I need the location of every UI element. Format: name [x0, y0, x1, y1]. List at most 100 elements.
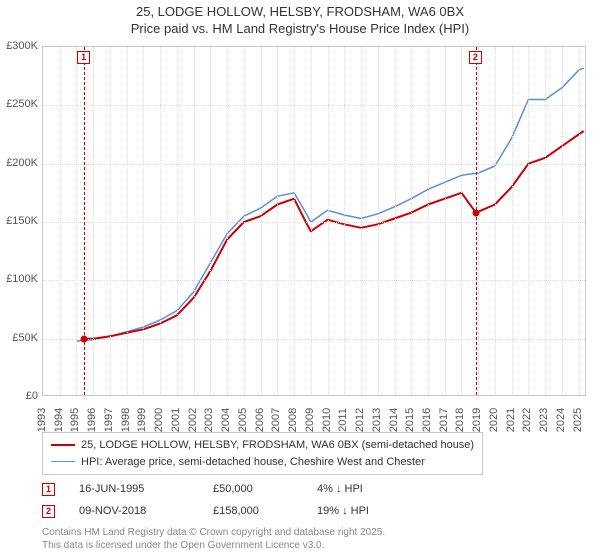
- x-axis-label: 2010: [321, 408, 333, 432]
- series-hpi: [77, 68, 584, 341]
- gridline-v: [344, 47, 345, 395]
- sale-date: 16-JUN-1995: [79, 483, 189, 495]
- legend-swatch: [51, 444, 75, 446]
- x-axis-label: 1996: [86, 408, 98, 432]
- x-axis-label: 1994: [53, 408, 65, 432]
- x-axis-label: 2017: [438, 408, 450, 432]
- legend-label: HPI: Average price, semi-detached house,…: [81, 454, 425, 471]
- gridline-v: [294, 47, 295, 395]
- gridline-v: [495, 47, 496, 395]
- y-axis-label: £0: [26, 390, 38, 402]
- x-axis-label: 2015: [404, 408, 416, 432]
- gridline-v: [143, 47, 144, 395]
- gridline-v: [110, 47, 111, 395]
- gridline-v: [60, 47, 61, 395]
- gridline-v: [177, 47, 178, 395]
- x-axis-label: 2006: [254, 408, 266, 432]
- gridline-v: [361, 47, 362, 395]
- x-axis-label: 2021: [505, 408, 517, 432]
- gridline-v: [244, 47, 245, 395]
- gridline-v: [210, 47, 211, 395]
- x-axis-label: 2002: [187, 408, 199, 432]
- x-axis-label: 2003: [203, 408, 215, 432]
- sale-dot-icon: [81, 335, 88, 342]
- gridline-v: [428, 47, 429, 395]
- footer-line-2: This data is licensed under the Open Gov…: [42, 539, 385, 552]
- gridline-v: [411, 47, 412, 395]
- x-axis-label: 2016: [421, 408, 433, 432]
- sale-price: £158,000: [213, 505, 293, 517]
- sale-marker-vline: [84, 47, 85, 395]
- x-axis-label: 2001: [170, 408, 182, 432]
- chart-area: 12 £0£50K£100K£150K£200K£250K£300K199319…: [42, 46, 586, 396]
- gridline-v: [160, 47, 161, 395]
- gridline-v: [261, 47, 262, 395]
- sale-delta: 19% ↓ HPI: [317, 505, 407, 517]
- x-axis-label: 2007: [270, 408, 282, 432]
- sale-marker-box: 1: [77, 51, 90, 64]
- x-axis-label: 1995: [69, 408, 81, 432]
- gridline-v: [445, 47, 446, 395]
- y-axis-label: £150K: [6, 215, 38, 227]
- gridline-v: [545, 47, 546, 395]
- gridline-v: [227, 47, 228, 395]
- legend-row: 25, LODGE HOLLOW, HELSBY, FRODSHAM, WA6 …: [51, 437, 474, 454]
- gridline-v: [562, 47, 563, 395]
- x-axis-label: 2004: [220, 408, 232, 432]
- x-axis-label: 2014: [388, 408, 400, 432]
- x-axis-label: 1998: [120, 408, 132, 432]
- y-axis-label: £100K: [6, 273, 38, 285]
- y-axis-label: £200K: [6, 157, 38, 169]
- gridline-v: [194, 47, 195, 395]
- x-axis-label: 2000: [153, 408, 165, 432]
- gridline-v: [127, 47, 128, 395]
- x-axis-label: 2018: [454, 408, 466, 432]
- x-axis-label: 1997: [103, 408, 115, 432]
- sale-row: 2 09-NOV-2018 £158,000 19% ↓ HPI: [42, 500, 407, 522]
- gridline-v: [512, 47, 513, 395]
- series-price_paid: [84, 131, 584, 339]
- x-axis-label: 2020: [488, 408, 500, 432]
- y-axis-label: £250K: [6, 98, 38, 110]
- x-axis-label: 2019: [471, 408, 483, 432]
- sale-dot-icon: [472, 209, 479, 216]
- plot-region: 12: [42, 46, 586, 396]
- y-axis-label: £300K: [6, 40, 38, 52]
- x-axis-label: 1999: [136, 408, 148, 432]
- title-line-2: Price paid vs. HM Land Registry's House …: [0, 21, 600, 38]
- sale-marker-box: 2: [469, 51, 482, 64]
- x-axis-label: 2011: [337, 408, 349, 432]
- gridline-h: [43, 164, 585, 165]
- gridline-v: [579, 47, 580, 395]
- gridline-v: [461, 47, 462, 395]
- x-axis-label: 2012: [354, 408, 366, 432]
- gridline-v: [528, 47, 529, 395]
- x-axis-label: 1993: [36, 408, 48, 432]
- gridline-v: [76, 47, 77, 395]
- x-axis-label: 2013: [371, 408, 383, 432]
- gridline-h: [43, 280, 585, 281]
- gridline-v: [93, 47, 94, 395]
- gridline-h: [43, 339, 585, 340]
- sales-table: 1 16-JUN-1995 £50,000 4% ↓ HPI 2 09-NOV-…: [42, 478, 407, 522]
- legend-row: HPI: Average price, semi-detached house,…: [51, 454, 474, 471]
- gridline-v: [328, 47, 329, 395]
- x-axis-label: 2005: [237, 408, 249, 432]
- x-axis-label: 2009: [304, 408, 316, 432]
- sale-date: 09-NOV-2018: [79, 505, 189, 517]
- gridline-v: [378, 47, 379, 395]
- legend-label: 25, LODGE HOLLOW, HELSBY, FRODSHAM, WA6 …: [81, 437, 474, 454]
- sale-marker-icon: 1: [42, 483, 55, 496]
- sale-marker-icon: 2: [42, 505, 55, 518]
- chart-title-block: 25, LODGE HOLLOW, HELSBY, FRODSHAM, WA6 …: [0, 0, 600, 38]
- sale-marker-vline: [476, 47, 477, 395]
- gridline-v: [478, 47, 479, 395]
- legend-swatch: [51, 461, 75, 462]
- gridline-h: [43, 222, 585, 223]
- gridline-v: [311, 47, 312, 395]
- gridline-v: [277, 47, 278, 395]
- legend: 25, LODGE HOLLOW, HELSBY, FRODSHAM, WA6 …: [42, 432, 483, 475]
- title-line-1: 25, LODGE HOLLOW, HELSBY, FRODSHAM, WA6 …: [0, 4, 600, 21]
- x-axis-label: 2023: [538, 408, 550, 432]
- y-axis-label: £50K: [12, 332, 38, 344]
